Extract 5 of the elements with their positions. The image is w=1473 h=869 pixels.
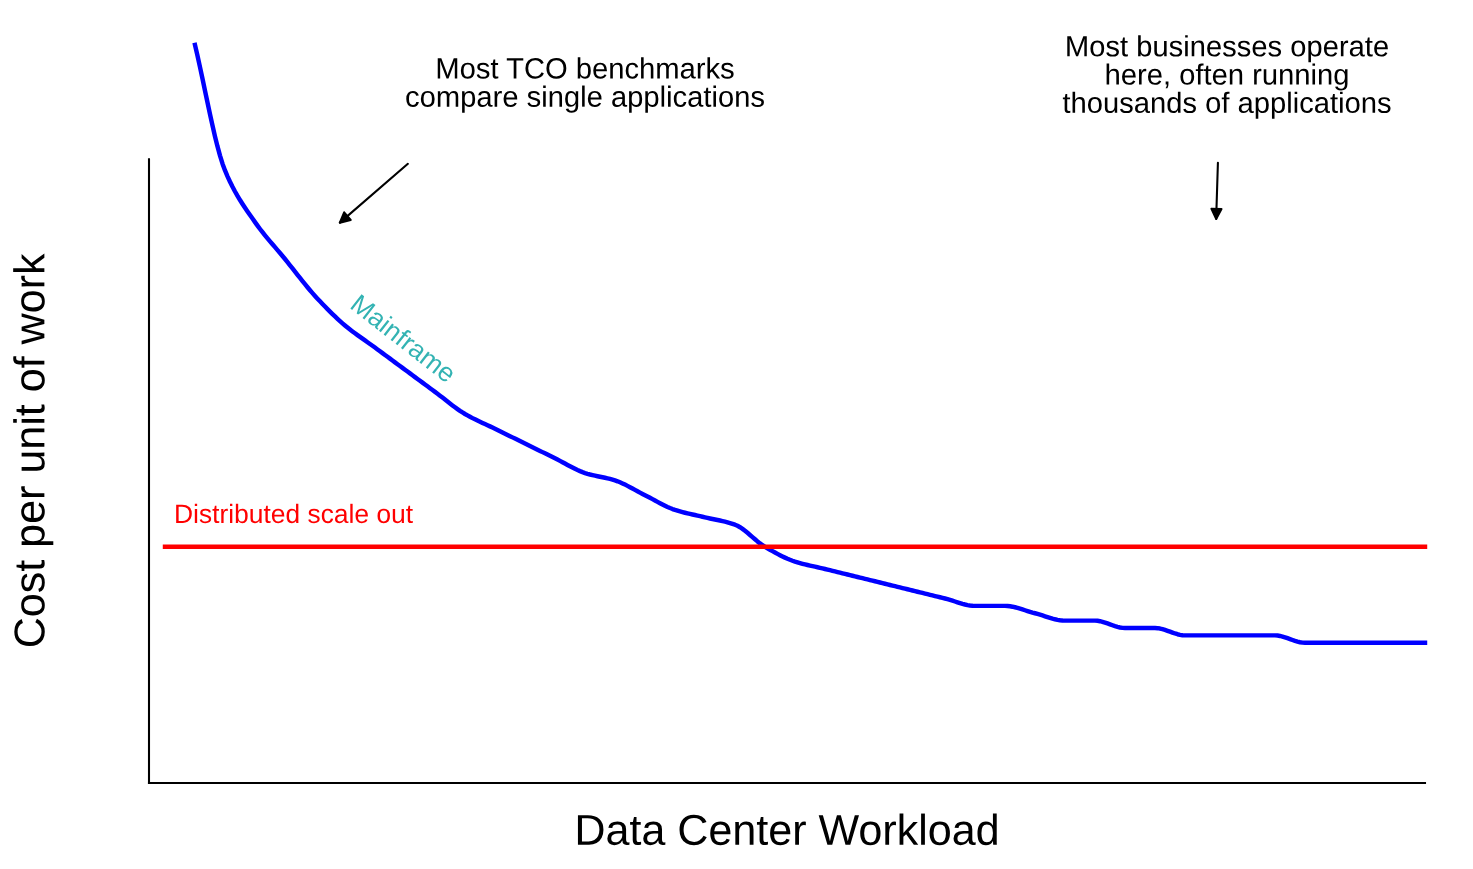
series-label: Distributed scale out: [176, 503, 413, 524]
annotation: Most TCO benchmarks compare single applications: [406, 57, 764, 113]
annotation: Most businesses operate here, often running thousands of applications: [1062, 35, 1391, 119]
x-axis-title: Data Center Workload: [577, 813, 997, 846]
y-axis-title: Cost per unit of work: [13, 253, 54, 647]
